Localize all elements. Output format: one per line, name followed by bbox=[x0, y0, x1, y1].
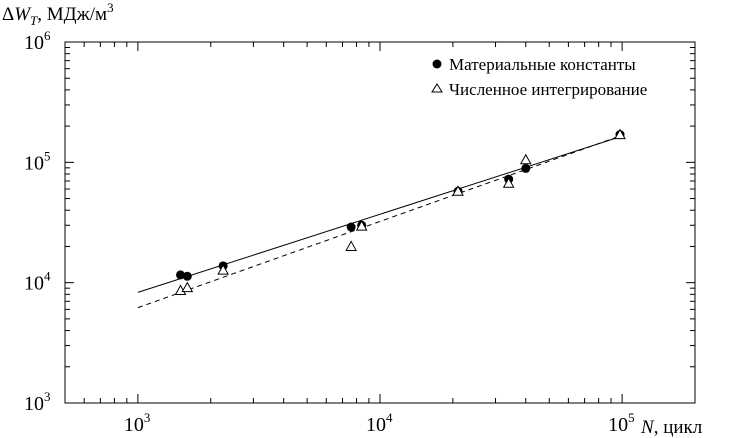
x-tick-label: 104 bbox=[366, 410, 393, 436]
axis-ticks bbox=[65, 41, 695, 404]
fit-line-solid bbox=[137, 135, 623, 293]
legend-label-material-constants: Материальные константы bbox=[449, 55, 636, 74]
data-point-open-triangle bbox=[181, 281, 194, 293]
data-point-filled-circle bbox=[346, 222, 356, 232]
y-axis-label: ΔWT, МДж/м3 bbox=[2, 0, 114, 28]
data-point-open-triangle bbox=[614, 128, 626, 140]
x-tick-label: 105 bbox=[608, 410, 635, 436]
fit-lines bbox=[137, 134, 623, 309]
fit-line-dashed bbox=[137, 134, 623, 309]
data-point-open-triangle bbox=[217, 264, 230, 275]
data-point-filled-circle bbox=[521, 163, 531, 173]
data-point-open-triangle bbox=[502, 177, 515, 188]
legend: Материальные константы Численное интегри… bbox=[431, 55, 647, 99]
tick-labels: 103 104 105 103 104 105 106 bbox=[24, 28, 635, 436]
legend-label-numerical-integration: Численное интегрирование bbox=[449, 80, 647, 99]
data-point-open-triangle bbox=[519, 153, 532, 165]
data-point-filled-circle bbox=[176, 270, 186, 280]
data-point-open-triangle bbox=[355, 220, 368, 231]
y-tick-label: 105 bbox=[24, 148, 51, 174]
data-point-filled-circle bbox=[182, 271, 192, 281]
y-tick-label: 103 bbox=[24, 389, 51, 415]
data-point-open-triangle bbox=[452, 185, 464, 196]
x-tick-label: 103 bbox=[124, 410, 151, 436]
y-tick-label: 106 bbox=[24, 28, 51, 54]
y-tick-label: 104 bbox=[24, 269, 51, 295]
data-point-open-triangle bbox=[345, 240, 357, 251]
legend-marker-filled-circle bbox=[432, 59, 442, 69]
legend-marker-open-triangle bbox=[431, 83, 443, 93]
data-points bbox=[174, 128, 626, 296]
x-axis-label: N, цикл bbox=[640, 417, 703, 438]
